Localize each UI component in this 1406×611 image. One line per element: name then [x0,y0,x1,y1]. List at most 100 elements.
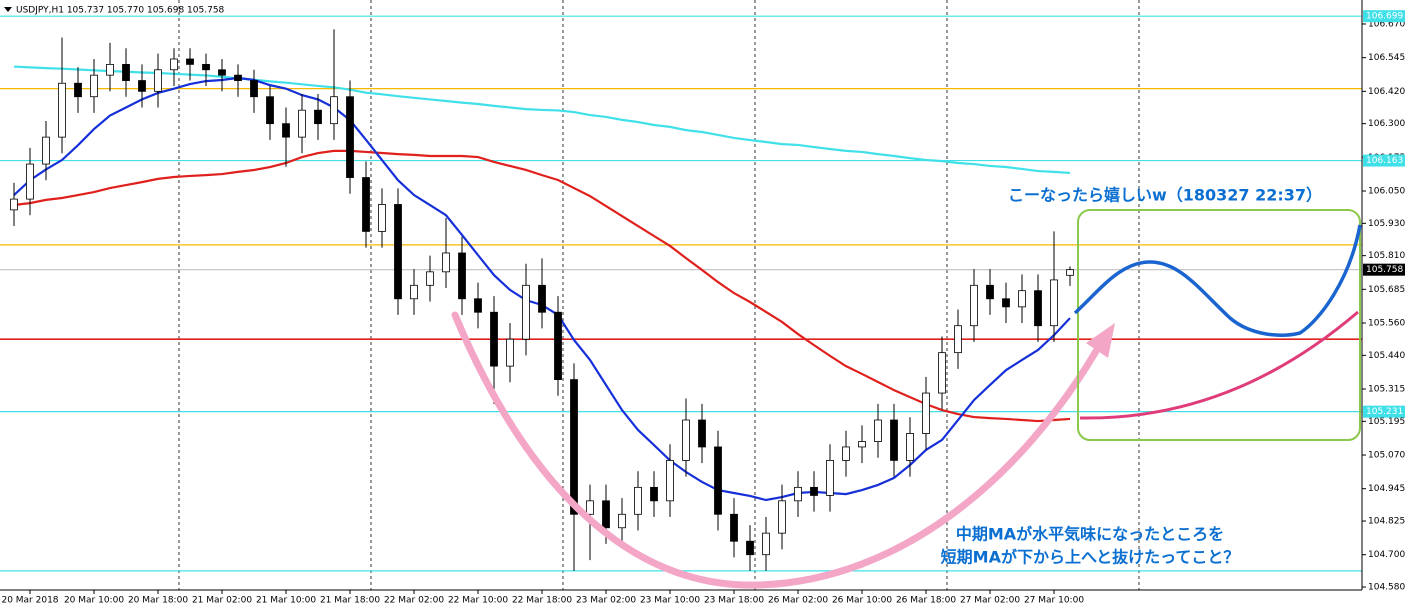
candle-body [602,500,610,529]
y-tick-label: 105.195 [1368,417,1405,427]
candle-body [250,80,258,98]
candle-body [650,486,658,502]
y-tick-label: 104.580 [1368,583,1405,593]
candle-body [410,284,418,300]
x-tick-label: 20 Mar 10:00 [64,596,124,606]
expected-ma-path [1079,310,1359,420]
candle-body [218,69,226,76]
candle-body [442,252,450,273]
candle-body [858,441,866,448]
annotation: こーなったら嬉しいw（180327 22:37） [1008,186,1322,205]
candle-body [266,96,274,125]
x-tick-label: 21 Mar 10:00 [256,596,316,606]
y-tick-label: 105.560 [1368,319,1405,329]
candle-body [426,271,434,286]
candle-body [458,252,466,300]
candle-body [906,433,914,461]
x-tick-label: 23 Mar 02:00 [576,596,636,606]
candle-body [522,284,530,340]
drawings [451,209,1362,589]
price-tag-label: 106.699 [1366,12,1403,22]
y-tick-label: 106.545 [1368,53,1405,63]
candle-body [682,419,690,461]
price-tag-label: 105.758 [1366,265,1403,275]
y-tick-label: 105.810 [1368,251,1405,261]
candle-body [1002,298,1010,308]
candle-body [714,446,722,515]
candle-body [698,419,706,448]
price-tag-label: 106.163 [1366,156,1403,166]
x-tick-label: 26 Mar 18:00 [896,596,956,606]
y-tick-label: 106.670 [1368,19,1405,29]
y-tick-label: 106.300 [1368,119,1405,129]
candle-body [618,513,626,529]
x-tick-label: 20 Mar 2018 [1,596,58,606]
x-tick-label: 26 Mar 02:00 [768,596,828,606]
x-tick-label: 21 Mar 18:00 [320,596,380,606]
candle-body [170,58,178,71]
x-tick-label: 22 Mar 10:00 [448,596,508,606]
candle-body [90,74,98,98]
candle-body [490,311,498,367]
candle-body [474,298,482,313]
y-tick-label: 104.945 [1368,484,1405,494]
candle-body [10,198,18,211]
y-tick-label: 104.700 [1368,550,1405,560]
highlight-box [1077,209,1361,441]
candle-body [314,109,322,125]
candle-body [570,379,578,515]
y-tick-label: 105.930 [1368,219,1405,229]
candle-body [666,460,674,502]
candle-body [506,338,514,367]
candle-body [538,284,546,313]
candle-body [970,284,978,327]
candle-body [762,532,770,556]
symbol-header: USDJPY,H1 105.737 105.770 105.698 105.75… [16,6,225,16]
x-tick-label: 23 Mar 10:00 [640,596,700,606]
candle-body [778,500,786,534]
menu-triangle [4,7,12,12]
pink-arrow [451,311,1102,589]
candle-body [842,446,850,461]
candle-body [890,419,898,461]
x-tick-label: 26 Mar 10:00 [832,596,892,606]
x-tick-label: 27 Mar 10:00 [1024,596,1084,606]
candle-body [74,82,82,98]
x-tick-label: 20 Mar 18:00 [128,596,188,606]
candle-body [1034,290,1042,327]
y-tick-label: 105.685 [1368,285,1405,295]
candle-body [378,204,386,232]
annotation: 短期MAが下から上へと抜けたってこと？ [941,548,1240,567]
candle-body [346,96,354,178]
candle-body [106,63,114,76]
time-axis: 20 Mar 2018 20 Mar 10:00 20 Mar 18:00 21 Ma… [1,590,1084,606]
candle-body [938,352,946,394]
candle-body [1050,279,1058,327]
y-tick-label: 104.825 [1368,517,1405,527]
arrow-head [1086,323,1115,358]
candle-body [330,96,338,125]
y-tick-label: 105.315 [1368,385,1405,395]
price-tag [1363,263,1405,276]
candle-body [1018,290,1026,308]
candle-body [922,392,930,434]
x-tick-label: 21 Mar 02:00 [192,596,252,606]
session-separators [178,0,1140,590]
candle-body [730,513,738,542]
price-tag [1363,154,1405,167]
candle-body [122,63,130,81]
x-tick-label: 27 Mar 02:00 [960,596,1020,606]
price-tag-label: 105.231 [1366,407,1403,417]
candle-body [954,325,962,354]
price-tag [1363,10,1405,23]
candle-body [554,311,562,380]
candle-body [986,284,994,300]
candle-body [1066,269,1074,276]
candle-body [234,74,242,81]
y-tick-label: 106.050 [1368,187,1405,197]
candle-body [634,486,642,515]
candles [10,29,1074,571]
candle-body [874,419,882,442]
